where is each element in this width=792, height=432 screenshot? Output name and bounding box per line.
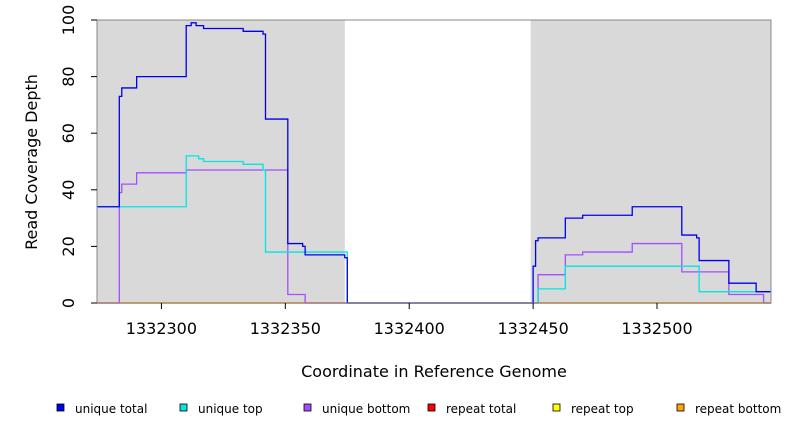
x-axis-title: Coordinate in Reference Genome [301,362,567,381]
plot-background [97,20,771,303]
y-tick-label: 80 [59,66,78,86]
y-tick-label: 100 [59,5,78,36]
x-tick-label: 1332400 [374,319,445,338]
y-tick-label: 20 [59,236,78,256]
x-tick-label: 1332450 [497,319,568,338]
legend-label-unique-bottom: unique bottom [322,402,410,416]
legend-label-unique-total: unique total [75,402,147,416]
legend-swatch-unique-top [179,403,188,412]
series-line-unique-top [97,155,771,304]
legend-swatch-repeat-top [552,403,561,412]
x-tick-label: 1332350 [250,319,321,338]
y-tick-label: 0 [59,298,78,308]
legend-swatch-unique-total [56,403,65,412]
legend-label-repeat-top: repeat top [571,402,634,416]
legend-label-repeat-total: repeat total [446,402,516,416]
legend-label-repeat-bottom: repeat bottom [695,402,781,416]
x-tick-label: 1332500 [621,319,692,338]
x-axis-ticks: 1332300 1332350 1332400 1332450 1332500 [126,303,693,338]
legend-label-unique-top: unique top [198,402,263,416]
legend-swatch-repeat-total [427,403,436,412]
shaded-region-2 [530,20,771,303]
y-axis-ticks: 0 20 40 60 80 100 [59,5,97,308]
plot-frame [96,19,772,304]
legend: unique total unique top unique bottom repea… [56,402,781,416]
y-tick-label: 60 [59,123,78,143]
x-tick-label: 1332300 [126,319,197,338]
legend-swatch-repeat-bottom [676,403,685,412]
series-line-unique-total [97,22,771,304]
y-tick-label: 40 [59,180,78,200]
y-axis-title: Read Coverage Depth [22,74,41,250]
legend-swatch-unique-bottom [303,403,312,412]
